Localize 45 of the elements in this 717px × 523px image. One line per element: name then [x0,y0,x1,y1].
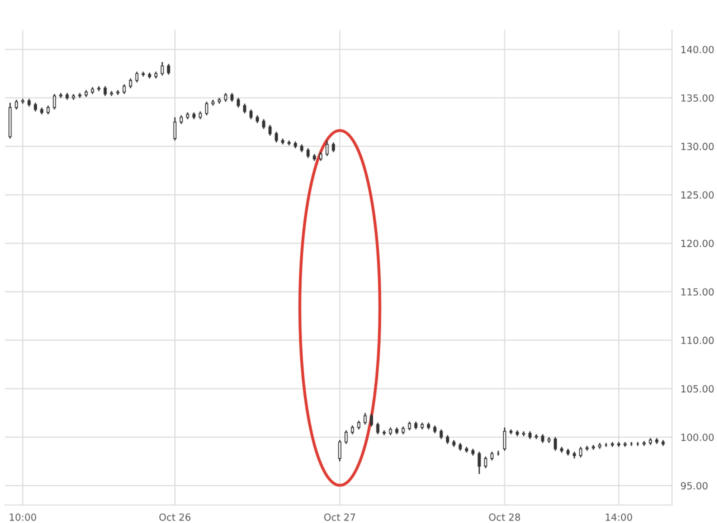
x-tick-label: Oct 28 [489,514,520,521]
candlestick [554,436,557,452]
x-tick-label: Oct 27 [324,514,356,521]
candlestick [326,140,329,157]
y-tick-label: 105.00 [681,385,714,393]
candlestick [344,430,348,445]
y-tick-label: 100.00 [681,434,714,441]
candlestick [364,412,367,426]
candlestick [160,61,164,76]
candlestick [370,413,374,428]
candlestick [376,422,380,435]
candlestick [128,78,132,89]
candlestick [249,108,253,120]
y-tick-label: 120.00 [681,240,714,248]
candlestick [579,446,582,458]
candlestick [122,84,126,95]
candlestick [173,116,176,142]
candlestick [484,456,488,469]
candlestick [262,118,266,130]
candlestick [478,451,481,475]
candlestick [274,131,278,144]
y-tick-label: 140.00 [681,46,714,54]
y-tick-label: 130.00 [681,142,714,150]
y-tick-label: 110.00 [681,336,714,344]
y-tick-label: 95.00 [680,482,708,490]
candlestick [52,93,56,110]
candlestick [306,148,310,159]
candlestick [135,71,138,83]
x-tick-label: 14:00 [606,514,632,521]
candlestick [332,142,335,153]
candlestick [167,63,170,76]
candlestick [338,439,342,462]
x-tick-label: Oct 26 [159,514,190,521]
candlestick [236,97,240,108]
candlestick [14,99,18,110]
x-tick-label: 10:00 [10,514,36,521]
candlestick [440,428,443,440]
candlestick [205,101,208,116]
y-tick-label: 135.00 [681,94,714,102]
candlestick [503,426,506,452]
y-tick-label: 115.00 [681,288,714,296]
candlestick [243,103,246,114]
y-tick-label: 125.00 [681,191,714,199]
candlestick [268,124,272,136]
candlestick [104,86,107,97]
